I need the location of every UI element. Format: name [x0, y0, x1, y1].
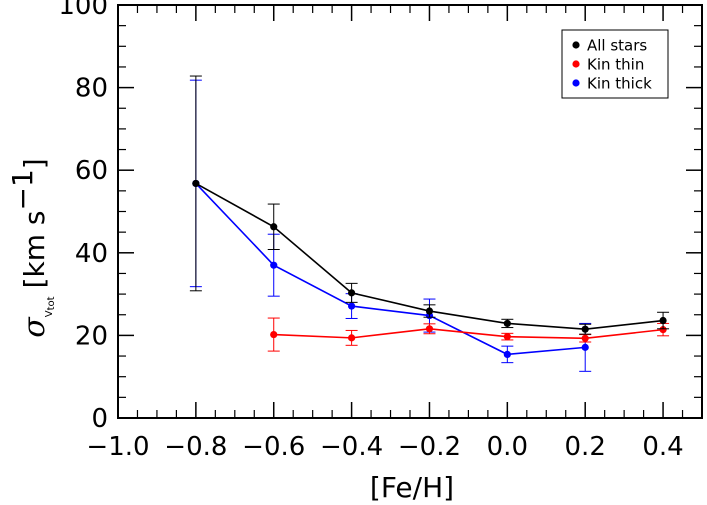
data-point	[270, 261, 278, 269]
legend-entry: Kin thin	[587, 56, 644, 74]
data-point	[270, 223, 278, 231]
y-axis-label-subsubscript: tot	[46, 296, 57, 310]
data-point	[581, 334, 589, 342]
x-axis-label: [Fe/H]	[370, 471, 454, 504]
legend-entry: All stars	[587, 37, 647, 55]
y-tick-label: 80	[75, 74, 108, 104]
data-point	[348, 334, 356, 342]
x-tick-label: −0.2	[398, 432, 461, 462]
data-point	[581, 325, 589, 333]
data-point	[425, 325, 434, 333]
y-tick-label: 20	[75, 321, 108, 351]
y-axis-label-symbol: σ	[17, 316, 52, 338]
x-axis: −1.0 −0.8 −0.6 −0.4 −0.2 0.0 0.2 0.4	[86, 5, 703, 462]
data-point	[503, 319, 511, 328]
y-axis: 0 20 40 60 80 100	[58, 0, 702, 434]
y-tick-label: 100	[58, 0, 108, 21]
y-tick-label: 0	[91, 404, 108, 434]
series-layer	[189, 75, 670, 372]
y-tick-label: 40	[75, 239, 108, 269]
y-axis-label: σVtot [km s−1]	[6, 158, 57, 337]
legend-box	[561, 29, 669, 99]
data-point	[659, 326, 667, 334]
x-tick-label: 0.0	[487, 432, 528, 462]
y-axis-label-exponent: −1	[6, 169, 39, 210]
x-tick-label: −0.8	[164, 432, 227, 462]
data-point	[192, 179, 200, 188]
legend-entry: Kin thick	[587, 75, 652, 93]
data-point	[348, 302, 356, 310]
data-point	[503, 333, 511, 341]
data-point	[503, 350, 511, 358]
series-kin-thick	[189, 79, 592, 372]
y-tick-label: 60	[75, 156, 108, 186]
data-point	[348, 289, 356, 297]
data-point	[659, 316, 667, 325]
legend-marker	[572, 41, 580, 49]
data-point	[270, 330, 278, 339]
x-tick-label: 0.4	[642, 432, 683, 462]
x-tick-label: −0.6	[242, 432, 305, 462]
series-all-stars	[189, 75, 670, 335]
series-line	[273, 327, 664, 340]
legend-marker	[572, 79, 580, 87]
x-tick-label: −1.0	[86, 432, 149, 462]
y-axis-label-units: [km s	[18, 211, 51, 289]
series-line	[195, 182, 586, 356]
series-kin-thin	[267, 317, 670, 352]
data-point	[425, 307, 434, 315]
legend-marker	[572, 60, 580, 68]
svg-text:σVtot[km s−1]: σVtot [km s−1]	[6, 158, 57, 337]
y-axis-label-subscript: V	[44, 310, 55, 317]
x-tick-label: 0.2	[565, 432, 606, 462]
x-tick-label: −0.4	[320, 432, 383, 462]
data-point	[581, 343, 589, 351]
y-axis-label-bracket: ]	[18, 158, 51, 169]
